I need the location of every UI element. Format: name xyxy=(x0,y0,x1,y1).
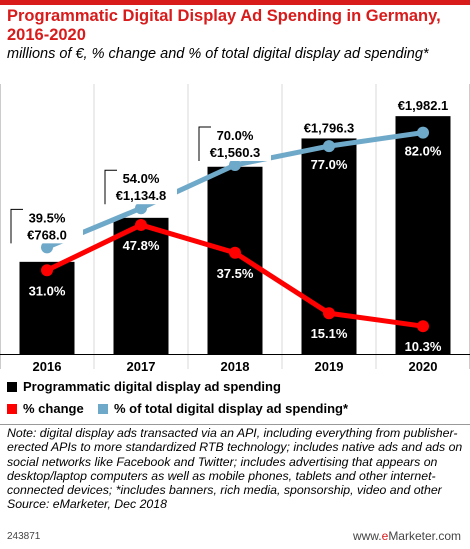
legend-item-change: % change xyxy=(7,401,84,416)
top-accent-bar xyxy=(0,0,470,5)
point-share xyxy=(323,140,335,153)
brand-rest: Marketer.com xyxy=(388,529,461,543)
point-change xyxy=(323,307,335,320)
legend-item-spending: Programmatic digital display ad spending xyxy=(7,379,281,394)
point-change xyxy=(229,246,241,259)
legend-label-spending: Programmatic digital display ad spending xyxy=(23,379,281,394)
legend-swatch-spending xyxy=(7,381,17,392)
label-box xyxy=(199,127,271,161)
legend-swatch-share xyxy=(98,403,108,414)
label-share: 82.0% xyxy=(405,144,442,159)
brand-link[interactable]: www.eMarketer.com xyxy=(353,529,461,543)
brand-prefix: www. xyxy=(352,529,382,543)
label-share: 54.0% xyxy=(123,171,160,186)
legend-label-share: % of total digital display ad spending* xyxy=(114,401,349,416)
label-share: 77.0% xyxy=(311,157,348,172)
label-share: 39.5% xyxy=(29,210,66,225)
x-tick-label: 2017 xyxy=(127,359,156,374)
note-divider xyxy=(0,424,470,425)
label-spending: €768.0 xyxy=(27,227,67,242)
legend-item-share: % of total digital display ad spending* xyxy=(98,401,348,416)
chart-plot: 39.5% €768.0 54.0% €1,134.8 70.0% €1,560.3 €1,… xyxy=(0,84,470,374)
point-share xyxy=(135,202,147,215)
bar-spending xyxy=(113,217,169,354)
label-change: 31.0% xyxy=(29,283,66,298)
point-share xyxy=(417,126,429,139)
source-text: Source: eMarketer, Dec 2018 xyxy=(7,497,167,512)
legend-swatch-change xyxy=(7,403,17,414)
x-tick-label: 2019 xyxy=(315,359,344,374)
x-tick-label: 2020 xyxy=(409,359,438,374)
label-bracket xyxy=(198,126,211,161)
point-change xyxy=(41,264,53,277)
point-change xyxy=(135,218,147,231)
chart-title: Programmatic Digital Display Ad Spending… xyxy=(7,7,441,44)
chart-subtitle: millions of €, % change and % of total d… xyxy=(7,46,429,62)
label-box xyxy=(105,170,177,205)
x-tick-label: 2016 xyxy=(33,359,62,374)
label-bracket xyxy=(10,208,23,244)
bar-spending xyxy=(395,116,451,354)
label-change: 47.8% xyxy=(123,238,160,253)
label-spending: €1,982.1 xyxy=(398,98,449,113)
chart-code: 243871 xyxy=(7,531,41,542)
point-share xyxy=(41,241,53,254)
label-spending: €1,134.8 xyxy=(116,188,167,203)
brand-e: e xyxy=(381,529,389,543)
note-text: Note: digital display ads transacted via… xyxy=(7,426,463,498)
point-share xyxy=(229,159,241,171)
label-box xyxy=(11,209,83,244)
label-change: 15.1% xyxy=(311,326,348,341)
bar-spending xyxy=(19,261,75,354)
label-share: 70.0% xyxy=(217,128,254,143)
bar-spending xyxy=(207,166,263,354)
label-change: 37.5% xyxy=(217,266,254,281)
label-spending: €1,796.3 xyxy=(304,120,355,135)
x-tick-label: 2018 xyxy=(221,359,250,374)
chart-note: Note: digital display ads transacted via… xyxy=(7,426,465,512)
label-change: 10.3% xyxy=(405,339,442,354)
point-change xyxy=(417,320,429,333)
label-bracket xyxy=(104,169,117,205)
legend-label-change: % change xyxy=(23,401,84,416)
label-spending: €1,560.3 xyxy=(210,145,261,160)
